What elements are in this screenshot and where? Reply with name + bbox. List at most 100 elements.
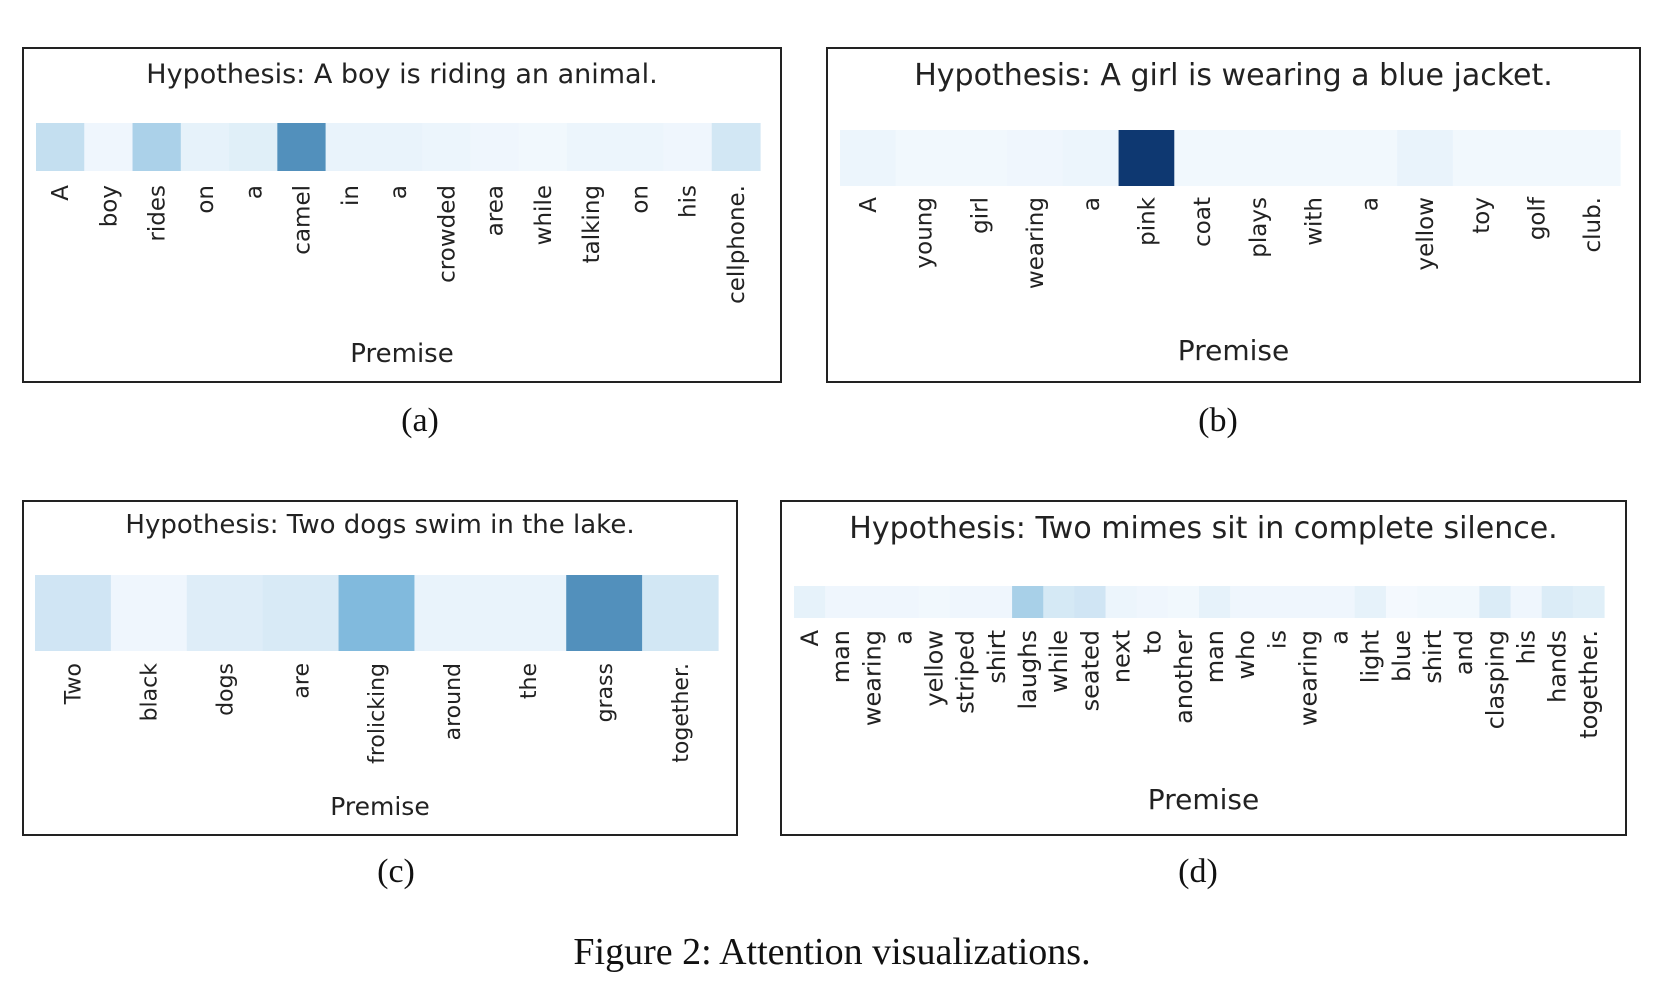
attention-cell [1341,130,1398,186]
attention-cell [895,130,953,186]
attention-cell [642,575,719,651]
attention-cell [794,586,826,618]
premise-token-label: who [1232,630,1260,680]
heatmap-svg: Hypothesis: A boy is riding an animal. A b… [36,59,761,369]
premise-token-label: a [889,630,917,645]
attention-cell [711,123,761,171]
attention-cell [277,123,327,171]
premise-token-label: with [1302,197,1328,246]
attention-cell [1074,586,1107,618]
xaxis-label: Premise [1148,783,1259,816]
hypothesis-title: Hypothesis: A boy is riding an animal. [146,59,657,90]
premise-token-label: boy [96,185,122,227]
attention-cell [1448,586,1480,618]
attention-cell [1174,130,1231,186]
premise-token-label: pink [1134,196,1160,246]
premise-token-label: wearing [1023,197,1049,289]
premise-token-label: a [1357,197,1383,211]
attention-cell [1541,586,1574,618]
attention-cell [1292,586,1325,618]
premise-token-label: together. [669,663,694,763]
attention-cell [1105,586,1138,618]
attention-cell [1012,586,1044,618]
xaxis-label: Premise [330,792,429,821]
attention-cell [1230,130,1287,186]
premise-token-label: seated [1076,630,1104,711]
attention-cell [951,130,1008,186]
attention-cell [566,575,643,651]
premise-token-label: man [827,630,855,683]
attention-cell [1261,586,1294,618]
attention-cell [180,123,230,171]
attention-cell [1323,586,1356,618]
attention-cell [414,575,491,651]
attention-cell [229,123,278,171]
attention-cell [1564,130,1621,186]
attention-cell [980,586,1013,618]
attention-cell [186,575,264,651]
attention-cell [338,575,416,651]
premise-token-label: the [517,663,542,699]
premise-token-label: camel [290,185,316,255]
panel-c: Hypothesis: Two dogs swim in the lake. Tw… [22,500,738,836]
attention-cell [325,123,375,171]
premise-token-label: while [531,185,557,245]
attention-cell [615,123,665,171]
premise-token-label: to [1139,630,1167,654]
panel-b: Hypothesis: A girl is wearing a blue jac… [826,47,1641,383]
attention-cell [35,575,112,651]
attention-cell [949,586,982,618]
attention-cell [1136,586,1169,618]
subcaption-d: (d) [1178,853,1218,890]
xaxis-label: Premise [1178,334,1289,367]
attention-cell [1508,130,1565,186]
attention-cell [1199,586,1231,618]
hypothesis-title: Hypothesis: Two dogs swim in the lake. [125,510,634,540]
attention-cell [1230,586,1262,618]
premise-token-label: wearing [1294,630,1322,726]
heatmap-svg: Hypothesis: Two dogs swim in the lake. Tw… [35,510,719,821]
premise-token-label: a [241,185,267,199]
attention-cell [110,575,188,651]
premise-token-label: A [856,197,882,213]
premise-token-label: on [193,185,219,214]
premise-token-label: in [338,185,364,206]
attention-cell [1510,586,1543,618]
premise-token-label: are [289,663,314,699]
premise-token-label: rides [145,185,171,242]
heatmap-svg: Hypothesis: A girl is wearing a blue jac… [840,58,1621,367]
hypothesis-title: Hypothesis: Two mimes sit in complete si… [849,511,1557,546]
subcaption-b: (b) [1198,402,1238,439]
premise-token-label: another [1170,630,1198,724]
premise-token-label: striped [952,630,980,714]
attention-cell [422,123,471,171]
premise-token-label: shirt [1419,630,1447,684]
subcaption-c: (c) [377,853,415,890]
premise-token-label: young [912,197,938,268]
attention-cell [1062,130,1120,186]
figure-caption: Figure 2: Attention visualizations. [573,931,1091,973]
premise-token-label: golf [1524,196,1550,240]
premise-token-label: light [1357,630,1385,683]
attention-cell [132,123,182,171]
attention-cell [1007,130,1064,186]
premise-token-label: clasping [1481,630,1509,729]
premise-token-label: club. [1580,197,1606,253]
premise-token-label: blue [1388,630,1416,682]
attention-cell [1452,130,1510,186]
subcaption-a: (a) [401,402,439,439]
premise-token-label: together. [1575,630,1603,739]
premise-token-label: next [1108,630,1136,683]
xaxis-label: Premise [350,339,453,369]
premise-token-label: yellow [1413,197,1439,270]
attention-cell [518,123,568,171]
premise-token-label: and [1450,630,1478,675]
premise-token-label: a [386,185,412,199]
premise-token-label: girl [967,197,993,234]
attention-cell [262,575,340,651]
attention-cell [1354,586,1387,618]
premise-token-label: crowded [434,185,460,283]
attention-cell [566,123,616,171]
premise-token-label: frolicking [365,663,390,764]
